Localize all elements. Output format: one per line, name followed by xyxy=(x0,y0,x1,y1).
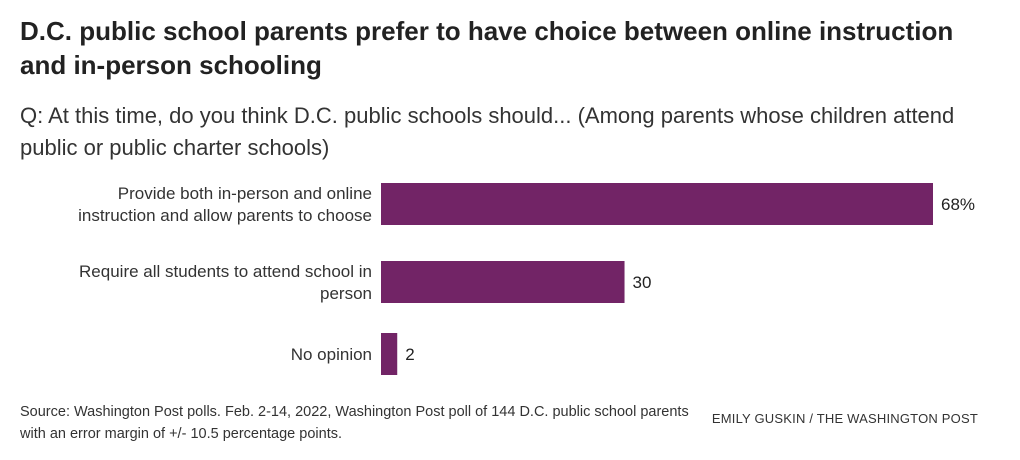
bar-provide-both-in-person-and-online-instru xyxy=(381,183,933,225)
bar-no-opinion xyxy=(381,333,398,375)
bar-chart: Provide both in-person and online instruc… xyxy=(78,183,975,375)
value-label-no-opinion: 2 xyxy=(405,345,414,364)
chart-title: D.C. public school parents prefer to hav… xyxy=(20,16,954,80)
bar-require-all-students-to-attend-school-in xyxy=(381,261,625,303)
credit-line: EMILY GUSKIN / THE WASHINGTON POST xyxy=(711,411,978,426)
category-label-no-opinion: No opinion xyxy=(291,345,372,364)
value-label-require-all-students-to-attend-school-in: 30 xyxy=(633,273,652,292)
source-note: Source: Washington Post polls. Feb. 2-14… xyxy=(20,404,689,442)
category-label-provide-both-in-person-and-online-instru: Provide both in-person and online instruc… xyxy=(78,184,372,225)
category-label-require-all-students-to-attend-school-in: Require all students to attend school in… xyxy=(79,262,372,303)
chart-subtitle: Q: At this time, do you think D.C. publi… xyxy=(20,103,955,160)
value-label-provide-both-in-person-and-online-instru: 68% xyxy=(941,195,975,214)
